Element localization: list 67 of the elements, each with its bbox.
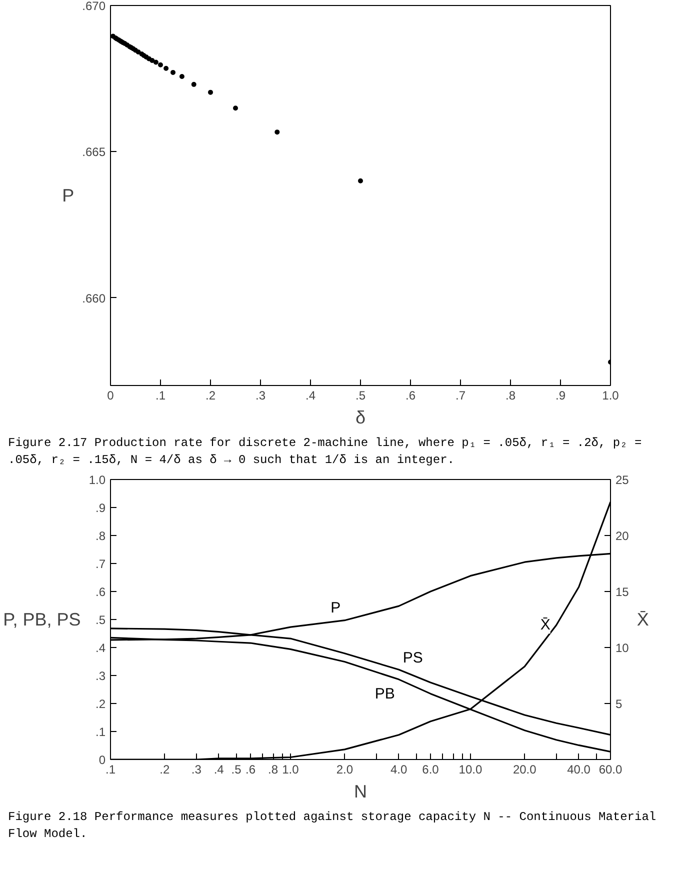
x-tick-label: 1.0 [602,388,620,402]
y-tick-label: .6 [95,585,106,600]
y2-tick-label: 25 [616,473,630,488]
point [110,34,116,39]
x-tick-label: .5 [231,762,242,777]
y-tick-label: .1 [95,725,106,740]
point [233,106,238,111]
y-tick-label: .665 [82,145,106,160]
x-tick-label: .7 [455,388,466,402]
y-tick-label: .660 [82,291,106,306]
point [179,74,184,80]
x-tick-label: .2 [205,388,216,402]
x-tick-label: 2.0 [336,762,354,777]
point [191,82,196,87]
y-tick-label: .5 [95,613,106,628]
y2-tick-label: 5 [616,697,622,712]
x-axis-title: δ [355,408,366,428]
y-tick-label: 0 [98,753,106,768]
point [358,178,363,184]
y-tick-label: .4 [95,641,106,656]
caption: Figure 2.17 Production rate for discrete 2-machine line, where p₁ = .05δ, r₁ = .2δ, p₂ = .05δ, r₂ = .15δ, N = 4/δ as δ → 0 such that 1/δ is an integer. [8,435,643,470]
series-label: PS [402,650,423,667]
x-tick-label: .8 [268,762,278,777]
y-tick-label: .8 [95,529,106,544]
x-tick-label: .1 [105,762,116,777]
x-tick-label: .3 [191,762,202,777]
y-tick-label: .2 [95,697,106,712]
x-tick-label: .1 [155,388,166,402]
point [274,130,280,135]
x-tick-label: 6.0 [422,762,440,777]
y-tick-label: .7 [95,557,106,572]
point [208,90,213,95]
x-tick-label: 40.0 [567,762,591,777]
x-tick-label: .8 [505,388,516,402]
y-tick-label: .3 [95,669,106,684]
x-tick-label: 20.0 [512,762,537,777]
y2-tick-label: 15 [616,585,630,600]
y-tick-label: .9 [95,501,106,516]
y-tick-label: 1.0 [88,473,106,488]
y2-axis-title: X̄ [636,610,649,630]
x-tick-label: .6 [405,388,416,402]
x-tick-label: .2 [160,762,170,777]
point [153,60,158,65]
x-tick-label: .4 [305,388,316,402]
x-tick-label: .5 [355,388,366,402]
x-tick-label: .3 [255,388,266,402]
y2-tick-label: 10 [616,641,630,656]
x-tick-label: 4.0 [390,762,408,777]
series-label: P [330,600,341,617]
x-tick-label: .6 [246,762,256,777]
x-tick-label: 10.0 [458,762,482,777]
x-tick-label: .4 [214,762,224,777]
x-axis-title: N [354,782,367,802]
x-tick-label: .9 [555,388,566,402]
y-axis-title: P [62,186,74,206]
caption: Figure 2.18 Performance measures plotted against storage capacity N -- Continuous Material Flow Model. [8,809,658,844]
y-tick-label: .670 [82,0,106,13]
point [164,66,169,71]
point [170,70,176,75]
point [158,62,163,68]
x-tick-label: 0 [107,388,114,402]
series-label: X̄ [540,616,550,634]
y2-tick-label: 20 [616,529,630,544]
series-label: PB [374,686,395,703]
y-axis-title: P, PB, PS [3,610,81,630]
x-tick-label: 1.0 [282,762,300,777]
x-tick-label: 60.0 [598,762,623,777]
